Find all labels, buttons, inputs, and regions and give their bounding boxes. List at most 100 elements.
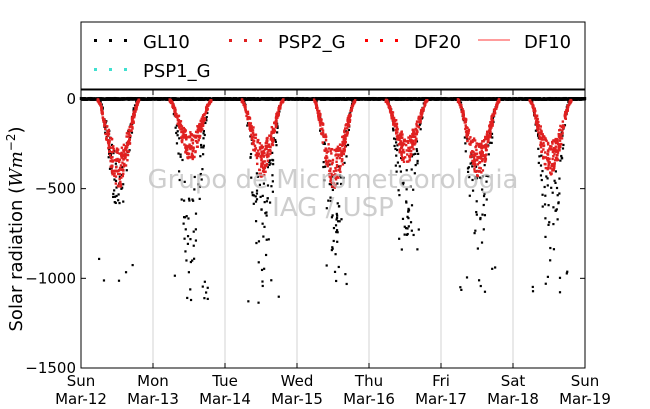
psp2-g-point — [118, 152, 121, 155]
psp2-g-point — [466, 139, 469, 143]
psp2-g-point — [333, 176, 337, 180]
gl10-point — [132, 107, 135, 110]
gl10-point — [547, 223, 550, 226]
gl10-point — [124, 271, 128, 274]
gl10-point — [263, 267, 266, 270]
psp2-g-point — [329, 177, 332, 180]
psp2-g-point — [173, 113, 177, 116]
gl10-point — [335, 230, 338, 234]
psp2-g-point — [341, 163, 345, 166]
psp2-g-point — [326, 164, 329, 168]
psp2-g-point — [335, 165, 339, 169]
y-tick-label: −1000 — [25, 269, 76, 287]
psp2-g-point — [265, 140, 268, 143]
psp2-g-point — [201, 121, 204, 125]
psp2-g-point — [120, 151, 123, 155]
psp2-g-point — [130, 122, 133, 125]
psp2-g-point — [559, 128, 562, 131]
psp2-g-point — [549, 171, 552, 174]
psp2-g-point — [560, 125, 564, 129]
psp2-g-point — [337, 154, 340, 158]
gl10-point — [254, 195, 257, 198]
psp2-g-point — [320, 121, 323, 124]
psp2-g-point — [561, 132, 564, 135]
psp2-g-point — [175, 113, 178, 117]
psp2-g-point — [197, 128, 200, 132]
psp2-g-point — [481, 158, 484, 162]
psp2-g-point — [410, 141, 413, 144]
psp2-g-point — [543, 138, 546, 141]
psp2-g-point — [312, 98, 316, 101]
gl10-point — [475, 177, 478, 180]
psp2-g-point — [266, 153, 269, 156]
psp2-g-point — [412, 147, 415, 151]
psp2-g-point — [345, 134, 349, 137]
gl10-point — [474, 176, 477, 179]
psp2-g-point — [98, 102, 102, 105]
psp2-g-point — [109, 136, 113, 140]
psp2-g-point — [181, 135, 184, 138]
psp2-g-point — [121, 154, 124, 158]
psp2-g-point — [465, 136, 469, 139]
gl10-point — [409, 221, 413, 224]
psp2-g-point — [551, 157, 554, 161]
psp2-g-point — [266, 159, 270, 162]
psp2-g-point — [204, 111, 207, 115]
legend: GL10 PSP2_G DF20 DF10 — [80, 21, 586, 90]
psp2-g-point — [180, 127, 184, 131]
psp2-g-point — [537, 120, 540, 124]
psp2-g-point — [549, 167, 552, 170]
psp2-g-point — [191, 149, 194, 153]
psp2-g-point — [318, 118, 322, 121]
psp2-g-point — [340, 154, 343, 158]
legend-box — [80, 21, 586, 90]
gl10-point — [192, 230, 195, 233]
psp2-g-point — [475, 144, 478, 148]
psp2-g-point — [198, 136, 201, 139]
psp2-g-point — [547, 160, 551, 163]
x-tick-label-date: Mar-18 — [487, 390, 539, 408]
psp2-g-point — [205, 106, 209, 110]
gl10-point — [191, 259, 194, 262]
psp2-g-point — [392, 120, 395, 124]
psp2-g-point — [124, 157, 127, 160]
psp2-g-point — [473, 165, 476, 168]
gl10-point — [332, 226, 336, 230]
gl10-point — [272, 163, 275, 166]
psp2-g-point — [325, 154, 328, 158]
gl10-point — [537, 147, 540, 150]
gl10-point — [551, 191, 554, 194]
psp2-g-point — [467, 129, 470, 133]
psp2-g-point — [487, 138, 490, 142]
psp2-g-point — [272, 131, 276, 134]
psp2-g-point — [200, 128, 203, 131]
psp2-g-point — [104, 132, 107, 136]
gl10-point — [407, 210, 410, 213]
psp2-g-point — [124, 152, 127, 156]
psp2-g-point — [563, 114, 566, 117]
gl10-point — [559, 159, 562, 162]
psp2-g-point — [388, 110, 392, 113]
psp2-g-point — [348, 119, 351, 123]
psp2-g-point — [177, 125, 181, 128]
gl10-point — [131, 263, 134, 267]
gl10-point — [246, 124, 249, 127]
gl10-point — [477, 279, 481, 282]
psp2-g-point — [553, 164, 556, 167]
gl10-point — [177, 152, 180, 155]
psp2-g-point — [493, 108, 497, 111]
psp2-g-point — [328, 169, 332, 173]
gl10-point — [115, 186, 118, 189]
gl10-point — [466, 167, 470, 170]
psp2-g-point — [547, 164, 550, 167]
gl10-point — [333, 270, 337, 273]
psp2-g-point — [190, 133, 194, 137]
gl10-point — [176, 134, 179, 137]
gl10-point — [330, 216, 334, 219]
psp2-g-point — [199, 122, 202, 126]
psp2-g-point — [344, 140, 347, 144]
gl10-point — [491, 117, 495, 120]
psp2-g-point — [550, 147, 553, 151]
gl10-point — [270, 279, 273, 282]
psp2-g-point — [321, 141, 324, 144]
